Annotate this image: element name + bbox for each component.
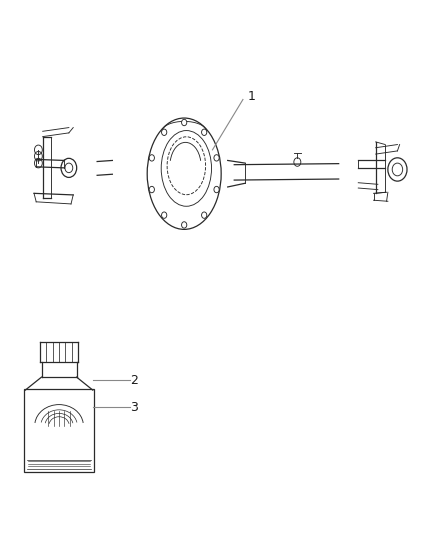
Circle shape — [162, 129, 167, 135]
Circle shape — [149, 155, 155, 161]
Circle shape — [201, 212, 207, 219]
Text: 2: 2 — [130, 374, 138, 387]
Circle shape — [182, 222, 187, 228]
Text: 1: 1 — [247, 90, 255, 103]
Circle shape — [214, 187, 219, 193]
Circle shape — [149, 187, 155, 193]
Circle shape — [162, 212, 167, 219]
Text: 3: 3 — [130, 400, 138, 414]
Circle shape — [201, 129, 207, 135]
Circle shape — [214, 155, 219, 161]
Circle shape — [182, 119, 187, 126]
